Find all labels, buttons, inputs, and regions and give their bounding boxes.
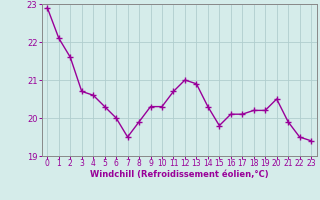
X-axis label: Windchill (Refroidissement éolien,°C): Windchill (Refroidissement éolien,°C) xyxy=(90,170,268,179)
